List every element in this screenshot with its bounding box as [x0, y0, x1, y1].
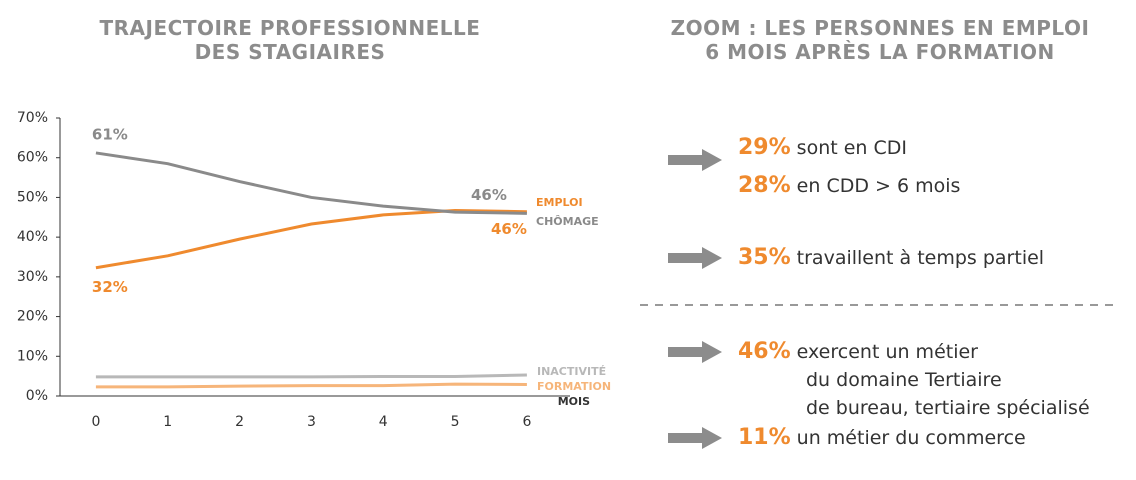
y-tick-label: 60% — [17, 150, 48, 166]
x-tick-label: 3 — [307, 414, 316, 430]
zoom-text: en CDD > 6 mois — [796, 175, 961, 197]
zoom-text: sont en CDI — [796, 137, 907, 159]
title-line: TRAJECTOIRE PROFESSIONNELLE — [99, 16, 481, 40]
zoom-row: 28% en CDD > 6 mois — [738, 172, 960, 200]
line-series — [95, 373, 527, 379]
zoom-row: 11% un métier du commerce — [738, 424, 1026, 452]
x-tick-label: 4 — [379, 414, 388, 430]
line-series — [95, 382, 527, 389]
chart-title: TRAJECTOIRE PROFESSIONNELLE DES STAGIAIR… — [40, 16, 540, 64]
y-tick-label: 30% — [17, 269, 48, 285]
y-tick-label: 70% — [17, 110, 48, 126]
x-tick-label: 0 — [91, 414, 100, 430]
x-tick-label: 6 — [522, 414, 531, 430]
x-tick-label: 2 — [235, 414, 244, 430]
series-label: EMPLOI — [536, 196, 583, 209]
percent: 46% — [738, 339, 791, 364]
value-label: 61% — [92, 125, 128, 143]
zoom-text: travaillent à temps partiel — [796, 247, 1045, 269]
zoom-title: ZOOM : LES PERSONNES EN EMPLOI 6 MOIS AP… — [630, 16, 1130, 64]
x-axis-label: MOIS — [558, 395, 590, 408]
arrow — [668, 149, 722, 171]
percent: 28% — [738, 173, 791, 198]
zoom-row: 35% travaillent à temps partiel — [738, 244, 1044, 272]
x-tick-label: 1 — [163, 414, 172, 430]
arrow — [668, 427, 722, 449]
value-label: 46% — [471, 186, 507, 204]
chart: 0% 10% 20% 30% 40% 50% 60% 70% 0 1 2 3 4 5 6 MOIS EMPLOI… — [17, 110, 611, 430]
title-line: 6 MOIS APRÈS LA FORMATION — [705, 40, 1055, 64]
zoom-text: de bureau, tertiaire spécialisé — [806, 397, 1090, 419]
y-tick-label: 20% — [17, 309, 48, 325]
percent: 35% — [738, 245, 791, 270]
title-line: DES STAGIAIRES — [194, 40, 386, 64]
zoom-text: un métier du commerce — [796, 427, 1026, 449]
y-tick-label: 10% — [17, 348, 48, 364]
zoom-row: 29% sont en CDI — [738, 134, 907, 162]
arrow — [668, 247, 722, 269]
title-line: ZOOM : LES PERSONNES EN EMPLOI — [670, 16, 1090, 40]
line-series — [95, 209, 527, 270]
zoom-text: exercent un métier — [796, 341, 978, 363]
series-label: CHÔMAGE — [536, 215, 599, 228]
percent: 29% — [738, 135, 791, 160]
y-tick-label: 40% — [17, 229, 48, 245]
y-tick-label: 0% — [26, 388, 48, 404]
x-tick-label: 5 — [451, 414, 460, 430]
line-series — [95, 151, 527, 215]
value-label: 32% — [92, 278, 128, 296]
value-label: 46% — [491, 220, 527, 238]
y-tick-label: 50% — [17, 189, 48, 205]
zoom-text: du domaine Tertiaire — [806, 369, 1002, 391]
series-label: FORMATION — [537, 380, 611, 393]
zoom-row: 46% exercent un métier du domaine Tertiair… — [738, 338, 1090, 422]
series-label: INACTIVITÉ — [537, 365, 606, 378]
arrow — [668, 341, 722, 363]
percent: 11% — [738, 425, 791, 450]
